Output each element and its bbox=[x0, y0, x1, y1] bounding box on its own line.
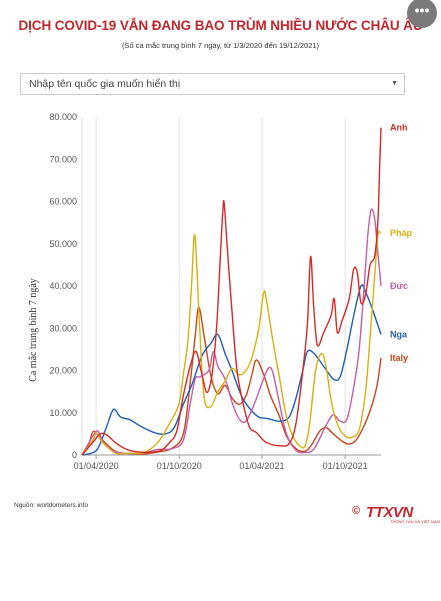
y-axis-label: Ca mắc trung bình 7 ngày bbox=[28, 278, 39, 382]
y-tick-label: 20.000 bbox=[49, 366, 77, 376]
series-label: Italy bbox=[390, 353, 408, 363]
y-tick-label: 50.000 bbox=[49, 239, 77, 249]
country-select-placeholder: Nhập tên quốc gia muốn hiển thị bbox=[29, 78, 181, 90]
country-select[interactable]: Nhập tên quốc gia muốn hiển thị ▼ bbox=[20, 73, 405, 95]
series-layer bbox=[81, 127, 382, 456]
y-tick-label: 80.000 bbox=[49, 112, 77, 122]
logo-tagline: THÔNG TẤN XÃ VIỆT NAM bbox=[390, 519, 440, 524]
chart-title: DỊCH COVID-19 VẪN ĐANG BAO TRÙM NHIỀU NƯ… bbox=[18, 18, 423, 33]
dropdown-arrow-icon: ▼ bbox=[391, 80, 398, 87]
series-line-Đức[interactable] bbox=[81, 208, 382, 456]
axis-layer: 0 10.000 20.000 30.000 40.000 50.000 60.000 70.… bbox=[49, 112, 381, 471]
series-label: Đức bbox=[390, 281, 408, 291]
series-label: Anh bbox=[390, 123, 408, 133]
chart-subtitle: (Số ca mắc trung bình 7 ngày, từ 1/3/202… bbox=[121, 41, 320, 50]
x-tick-label: 01/04/2021 bbox=[239, 461, 284, 471]
series-line-Nga[interactable] bbox=[81, 284, 382, 456]
series-label: Pháp bbox=[390, 228, 413, 238]
x-tick-label: 01/10/2021 bbox=[323, 461, 368, 471]
copyright-icon: © bbox=[352, 505, 361, 517]
source-note: Nguồn: worldometers.info bbox=[14, 502, 89, 509]
y-tick-label: 0 bbox=[72, 450, 77, 460]
series-line-Anh[interactable] bbox=[81, 127, 382, 456]
logo-text: TTXVN bbox=[366, 504, 413, 521]
y-tick-label: 70.000 bbox=[49, 154, 77, 164]
series-label-layer: Anh Pháp Đức Nga Italy bbox=[390, 123, 413, 363]
y-tick-label: 30.000 bbox=[49, 323, 77, 333]
x-tick-label: 01/04/2020 bbox=[74, 461, 119, 471]
x-tick-label: 01/10/2020 bbox=[157, 461, 202, 471]
y-tick-label: 40.000 bbox=[49, 281, 77, 291]
y-tick-label: 60.000 bbox=[49, 197, 77, 207]
more-options-button[interactable]: ••• bbox=[407, 0, 437, 28]
y-tick-label: 10.000 bbox=[49, 408, 77, 418]
series-line-Pháp[interactable] bbox=[81, 230, 382, 456]
grid-layer bbox=[95, 117, 346, 455]
series-label: Nga bbox=[390, 330, 408, 340]
line-chart: 0 10.000 20.000 30.000 40.000 50.000 60.000 70.… bbox=[28, 112, 413, 471]
more-icon: ••• bbox=[414, 2, 430, 18]
